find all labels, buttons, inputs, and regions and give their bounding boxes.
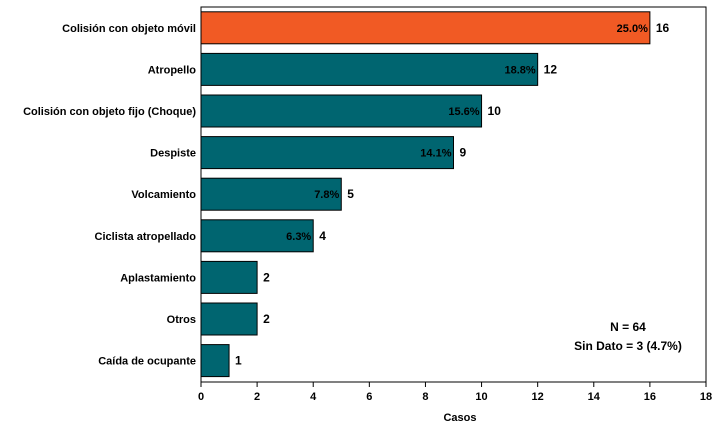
value-label: 10: [488, 104, 502, 118]
x-tick-label: 16: [644, 391, 656, 403]
category-label: Colisión con objeto móvil: [62, 23, 196, 35]
bar: [200, 94, 483, 128]
percent-label: 18.8%: [504, 64, 535, 76]
category-label: Otros: [167, 314, 196, 326]
category-label: Despiste: [150, 148, 196, 160]
category-label: Volcamiento: [131, 189, 196, 201]
x-tick-label: 4: [310, 391, 317, 403]
value-label: 16: [656, 21, 670, 35]
category-label: Atropello: [148, 64, 197, 76]
value-label: 9: [460, 146, 467, 160]
value-label: 2: [263, 312, 270, 326]
percent-label: 6.3%: [286, 231, 311, 243]
value-label: 1: [235, 354, 242, 368]
category-label: Colisión con objeto fijo (Choque): [23, 106, 196, 118]
category-label: Ciclista atropellado: [95, 231, 197, 243]
bar: [200, 177, 342, 211]
value-label: 5: [347, 187, 354, 201]
x-tick-label: 8: [422, 391, 428, 403]
bar: [200, 302, 258, 336]
category-label: Aplastamiento: [120, 272, 196, 284]
percent-label: 14.1%: [420, 148, 451, 160]
x-axis-ticks: 0 2 4 6 8 10 12 14 16 18: [198, 382, 712, 403]
x-tick-label: 18: [700, 391, 712, 403]
percent-label: 25.0%: [617, 23, 648, 35]
sample-size-note: N = 64: [610, 320, 646, 334]
bar: [200, 260, 258, 294]
bar: [200, 11, 651, 45]
x-axis-label: Casos: [443, 412, 476, 424]
missing-data-note: Sin Dato = 3 (4.7%): [574, 339, 682, 353]
bar: [200, 344, 230, 378]
percent-label: 7.8%: [314, 189, 339, 201]
bar: [200, 136, 454, 170]
category-label: Caída de ocupante: [98, 356, 196, 368]
value-label: 12: [544, 62, 558, 76]
x-tick-label: 6: [366, 391, 372, 403]
bar: [200, 52, 539, 86]
value-label: 2: [263, 270, 270, 284]
x-tick-label: 0: [198, 391, 204, 403]
value-label: 4: [319, 229, 326, 243]
bar: [200, 219, 314, 253]
bars-group: Colisión con objeto móvil 16 25.0% Atropell…: [23, 11, 670, 378]
x-tick-label: 2: [254, 391, 260, 403]
x-tick-label: 12: [532, 391, 544, 403]
percent-label: 15.6%: [448, 106, 479, 118]
x-tick-label: 10: [475, 391, 487, 403]
x-tick-label: 14: [588, 391, 601, 403]
